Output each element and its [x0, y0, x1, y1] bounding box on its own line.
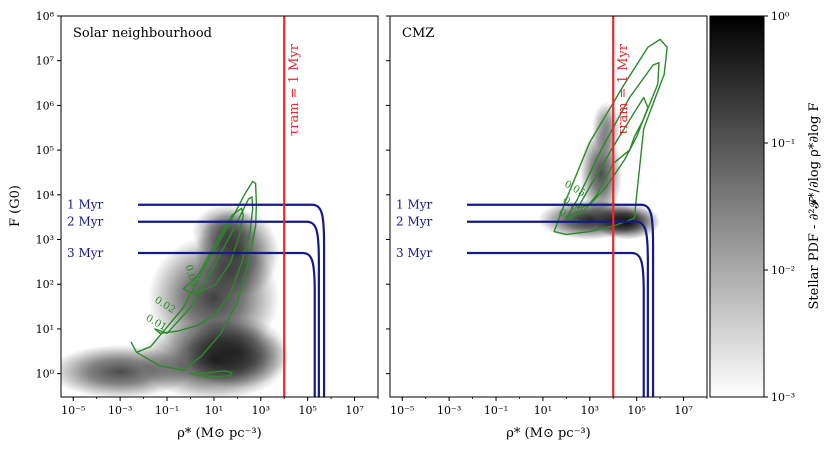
y-tick-label: 10⁴ — [36, 189, 55, 202]
age-curve — [138, 251, 316, 397]
age-curve — [467, 220, 649, 397]
age-curve-label: 2 Myr — [67, 215, 104, 229]
x-tick-label: 10³ — [252, 404, 270, 417]
panel-solar-neighbourhood: 0.050.020.011 Myr 2 Myr 3 Myr τram = 1 Myr S… — [36, 10, 379, 441]
y-tick-label: 10⁵ — [36, 144, 54, 157]
axes-frame — [389, 15, 708, 398]
x-tick-label: 10¹ — [205, 404, 223, 417]
x-tick-label: 10⁻¹ — [484, 404, 508, 417]
colorbar-ticks: 10⁰ 10⁻¹ 10⁻² 10⁻³ — [764, 10, 795, 404]
panel-title: CMZ — [402, 26, 434, 41]
contour-line — [189, 370, 233, 378]
contour-line — [154, 196, 254, 334]
contour-line — [565, 62, 660, 219]
x-tick-label: 10⁷ — [345, 404, 364, 417]
plot-area: 0.050.020.01 — [467, 16, 668, 397]
x-tick-label: 10⁻⁵ — [61, 404, 85, 417]
colorbar-label: Stellar PDF - ∂²𝓕*/∂log ρ*∂log F — [807, 103, 822, 310]
age-curve — [467, 251, 645, 397]
x-tick-label: 10⁻³ — [108, 404, 132, 417]
colorbar-tick-label: 10⁰ — [771, 10, 790, 23]
x-tick-label: 10³ — [581, 404, 599, 417]
colorbar-tick-label: 10⁻³ — [771, 391, 795, 404]
x-tick-label: 10⁷ — [674, 404, 693, 417]
y-axis-label: F (G0) — [8, 185, 23, 227]
x-tick-label: 10¹ — [534, 404, 552, 417]
x-tick-label: 10⁵ — [298, 404, 316, 417]
x-tick-label: 10⁻¹ — [155, 404, 179, 417]
age-curve — [138, 203, 326, 397]
x-axis-ticks: 10⁻⁵ 10⁻³ 10⁻¹ 10¹ 10³ 10⁵ 10⁷ — [61, 397, 379, 417]
x-tick-label: 10⁻³ — [437, 404, 461, 417]
colorbar: 10⁰ 10⁻¹ 10⁻² 10⁻³ Stellar PDF - ∂²𝓕*/∂log … — [709, 10, 822, 404]
y-axis-ticks — [386, 15, 390, 375]
tram-label: τram = 1 Myr — [616, 43, 631, 136]
x-tick-label: 10⁻⁵ — [390, 404, 414, 417]
contour-line — [182, 207, 244, 294]
y-tick-label: 10⁰ — [36, 368, 55, 381]
axes-frame — [60, 15, 379, 398]
colorbar-tick-label: 10⁻¹ — [771, 137, 795, 150]
colorbar-tick-label: 10⁻² — [771, 264, 795, 277]
panel-title: Solar neighbourhood — [73, 26, 212, 41]
x-axis-ticks: 10⁻⁵ 10⁻³ 10⁻¹ 10¹ 10³ 10⁵ 10⁷ — [390, 397, 708, 417]
age-curve-label: 1 Myr — [67, 198, 104, 212]
y-tick-label: 10⁷ — [36, 55, 55, 68]
y-tick-label: 10⁶ — [36, 99, 55, 112]
y-tick-label: 10⁸ — [36, 10, 55, 23]
x-tick-label: 10⁵ — [627, 404, 645, 417]
colorbar-gradient — [709, 15, 765, 398]
x-axis-label: ρ* (M⊙ pc⁻³) — [177, 426, 261, 441]
age-curve-label: 2 Myr — [396, 215, 433, 229]
plot-area: 0.050.020.01 — [61, 16, 326, 397]
stellar-pdf-density — [61, 204, 289, 397]
contour-line — [576, 96, 649, 209]
y-tick-label: 10² — [36, 278, 54, 291]
panel-cmz: 0.050.020.01 1 Myr 2 Myr 3 Myr τram = 1 Myr C… — [386, 15, 708, 441]
age-curve-label: 3 Myr — [396, 246, 433, 260]
tram-label: τram = 1 Myr — [287, 43, 302, 136]
y-axis-ticks: 10⁰ 10¹ 10² 10³ 10⁴ 10⁵ 10⁶ 10⁷ 10⁸ — [36, 10, 61, 381]
contour-line — [553, 38, 668, 236]
x-axis-label: ρ* (M⊙ pc⁻³) — [506, 426, 590, 441]
age-curve — [138, 220, 320, 397]
age-curve-label: 3 Myr — [67, 246, 104, 260]
y-tick-label: 10³ — [36, 234, 54, 247]
age-curve — [467, 203, 655, 397]
y-tick-label: 10¹ — [36, 323, 54, 336]
age-curve-label: 1 Myr — [396, 198, 433, 212]
